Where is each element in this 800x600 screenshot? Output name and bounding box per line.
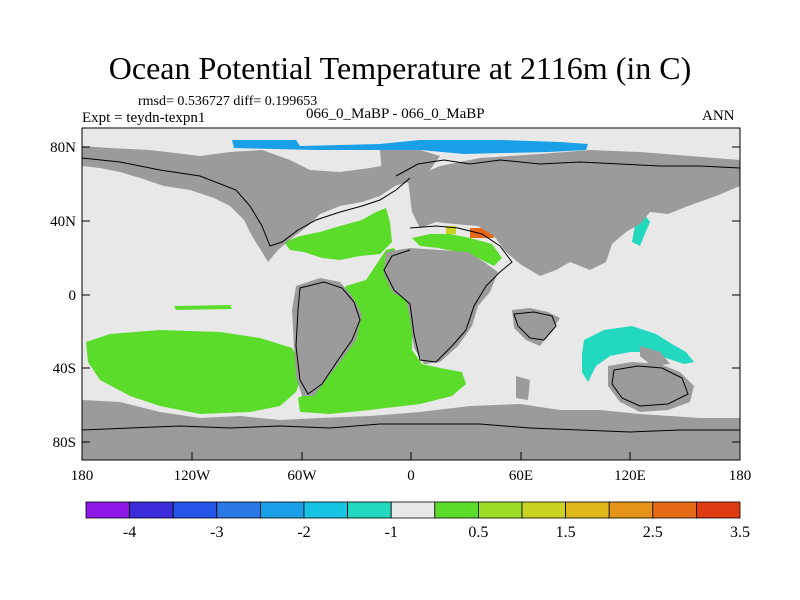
lat-label: 40S [53,361,76,377]
anomaly-north-atlantic [284,208,392,260]
colorbar-label: -1 [385,524,398,541]
colorbar-label: 2.5 [643,524,663,541]
colorbar-swatch [390,501,436,519]
colorbar-swatch [521,501,566,519]
colorbar-label: 1.5 [556,524,576,541]
colorbar-swatch [172,501,218,519]
colorbar-label: 0.5 [468,524,488,541]
colorbar-swatch [565,501,610,519]
colorbar-swatch [216,501,261,519]
season-label: ANN [702,108,735,124]
land-masks [82,146,740,460]
anomaly-north-pacific-strip [174,305,232,310]
lon-labels: 180 120W 60W 0 60E 120E 180 [71,468,752,484]
anomaly-mediterranean [412,234,502,266]
land-madagascar [516,376,530,400]
land-australia [608,362,694,412]
land-eurasia [408,150,740,276]
colorbar [85,501,741,519]
colorbar-swatch [347,501,392,519]
anomaly-arctic [232,140,588,154]
anomaly-warm-spot [446,226,456,234]
colorbar-swatch [259,501,305,519]
coastlines [81,157,741,433]
colorbar-label: -2 [297,524,310,541]
land-antarctica [82,400,740,460]
colorbar-swatch [85,501,130,519]
lon-label: 120E [614,468,646,484]
colorbar-label: 3.5 [730,524,750,541]
colorbar-swatch [477,501,523,519]
center-label: 066_0_MaBP - 066_0_MaBP [306,106,485,122]
lon-label: 180 [729,468,752,484]
colorbar-labels: -4 -3 -2 -1 0.5 1.5 2.5 3.5 [123,524,750,541]
land-pacific-islands [640,346,670,366]
land-africa [384,248,498,364]
colorbar-label: -4 [123,524,136,541]
land-north-america [82,146,408,262]
colorbar-swatch [303,501,348,519]
colorbar-swatch [652,501,697,519]
lat-label: 80S [53,435,76,451]
lon-label: 120W [174,468,212,484]
colorbar-swatch [434,501,479,519]
map-panel: 80N 40N 0 40S 80S 180 120W 60W 0 60E 120… [50,127,752,484]
lat-label: 0 [69,288,77,304]
anomaly-hot-spot [470,228,494,238]
lat-labels: 80N 40N 0 40S 80S [50,140,76,451]
lon-label: 0 [407,468,415,484]
anomaly-south-indian [582,326,694,382]
land-india [512,308,560,346]
lat-label: 40N [50,214,76,230]
lat-label: 80N [50,140,76,156]
tick-marks [82,146,740,460]
colorbar-label: -3 [210,524,223,541]
experiment-label: Expt = teydn-texpn1 [82,110,206,126]
colorbar-swatch [696,501,741,519]
plot-title: Ocean Potential Temperature at 2116m (in… [108,50,692,86]
lon-label: 60W [287,468,317,484]
anomaly-atlantic [298,248,466,414]
land-south-america [292,278,362,396]
stats-label: rmsd= 0.536727 diff= 0.199653 [138,94,318,109]
colorbar-swatch [129,501,174,519]
lon-label: 60E [509,468,533,484]
lon-label: 180 [71,468,94,484]
anomaly-south-pacific [86,330,304,414]
colorbar-swatch [608,501,654,519]
